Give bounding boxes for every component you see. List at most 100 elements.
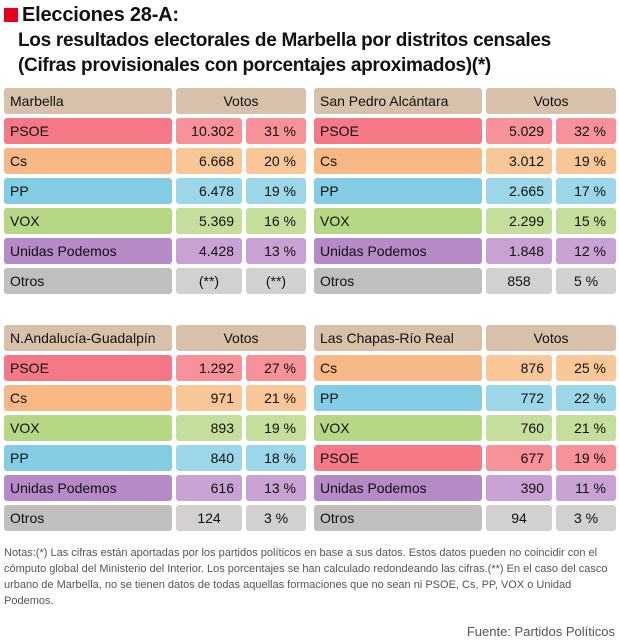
table-row: PP 2.665 17 % <box>314 178 616 204</box>
votes-value: 1.848 <box>486 238 552 264</box>
votes-value: 390 <box>486 475 552 501</box>
header: Elecciones 28-A: Los resultados electora… <box>4 2 616 78</box>
table-row: Cs 3.012 19 % <box>314 148 616 174</box>
votes-value: 94 <box>486 505 552 531</box>
votes-value: 2.299 <box>486 208 552 234</box>
votes-value: 772 <box>486 385 552 411</box>
table-row: Unidas Podemos 4.428 13 % <box>4 238 306 264</box>
table-row: PP 6.478 19 % <box>4 178 306 204</box>
party-name: Unidas Podemos <box>314 475 482 501</box>
party-name: Otros <box>4 268 172 294</box>
percentage-value: 19 % <box>556 148 616 174</box>
votes-value: 840 <box>176 445 242 471</box>
votes-value: 6.668 <box>176 148 242 174</box>
percentage-value: 18 % <box>246 445 306 471</box>
party-name: PP <box>4 445 172 471</box>
percentage-value: 22 % <box>556 385 616 411</box>
table-row: VOX 5.369 16 % <box>4 208 306 234</box>
table-row: Unidas Podemos 390 11 % <box>314 475 616 501</box>
votes-column-header: Votos <box>176 88 306 114</box>
percentage-value: 11 % <box>556 475 616 501</box>
percentage-value: 32 % <box>556 118 616 144</box>
table-row: VOX 760 21 % <box>314 415 616 441</box>
table-row: Unidas Podemos 616 13 % <box>4 475 306 501</box>
percentage-value: 3 % <box>556 505 616 531</box>
table-row: VOX 893 19 % <box>4 415 306 441</box>
subtitle-line-1: Los resultados electorales de Marbella p… <box>18 30 551 51</box>
table-row: PSOE 1.292 27 % <box>4 355 306 381</box>
table-row: Cs 6.668 20 % <box>4 148 306 174</box>
table-row: PP 772 22 % <box>314 385 616 411</box>
district-table: Las Chapas-Río Real Votos Cs 876 25 % PP 772 22… <box>314 325 616 535</box>
party-name: Otros <box>4 505 172 531</box>
table-row: Otros 124 3 % <box>4 505 306 531</box>
table-row: Cs 876 25 % <box>314 355 616 381</box>
party-name: PP <box>314 385 482 411</box>
votes-value: 876 <box>486 355 552 381</box>
table-row: Otros 858 5 % <box>314 268 616 294</box>
votes-value: 5.029 <box>486 118 552 144</box>
district-name: Las Chapas-Río Real <box>314 325 482 351</box>
table-row: PSOE 677 19 % <box>314 445 616 471</box>
percentage-value: 13 % <box>246 475 306 501</box>
votes-value: 6.478 <box>176 178 242 204</box>
votes-value: 124 <box>176 505 242 531</box>
votes-column-header: Votos <box>486 88 616 114</box>
votes-value: 3.012 <box>486 148 552 174</box>
percentage-value: (**) <box>246 268 306 294</box>
page-title: Elecciones 28-A: <box>22 4 179 26</box>
footnotes: Notas:(*) Las cifras están aportadas por… <box>4 547 608 607</box>
percentage-value: 3 % <box>246 505 306 531</box>
subtitle-line-2: (Cifras provisionales con porcentajes ap… <box>18 55 491 76</box>
party-name: Unidas Podemos <box>4 238 172 264</box>
percentage-value: 19 % <box>246 415 306 441</box>
votes-value: 858 <box>486 268 552 294</box>
percentage-value: 27 % <box>246 355 306 381</box>
results-tables: Marbella Votos PSOE 10.302 31 % Cs 6.668 20 % PP… <box>4 88 616 538</box>
title-line: Elecciones 28-A: <box>4 2 616 28</box>
votes-value: 677 <box>486 445 552 471</box>
red-square-icon <box>4 8 18 22</box>
percentage-value: 19 % <box>246 178 306 204</box>
district-name: San Pedro Alcántara <box>314 88 482 114</box>
district-name: N.Andalucía-Guadalpín <box>4 325 172 351</box>
votes-value: 893 <box>176 415 242 441</box>
table-row: Unidas Podemos 1.848 12 % <box>314 238 616 264</box>
percentage-value: 31 % <box>246 118 306 144</box>
district-table: San Pedro Alcántara Votos PSOE 5.029 32 % Cs 3… <box>314 88 616 298</box>
party-name: PSOE <box>314 118 482 144</box>
party-name: PSOE <box>4 118 172 144</box>
party-name: PSOE <box>4 355 172 381</box>
party-name: PP <box>4 178 172 204</box>
source-credit: Fuente: Partidos Políticos <box>466 624 615 639</box>
table-header-row: San Pedro Alcántara Votos <box>314 88 616 114</box>
percentage-value: 16 % <box>246 208 306 234</box>
table-row: Otros (**) (**) <box>4 268 306 294</box>
district-table: N.Andalucía-Guadalpín Votos PSOE 1.292 27 % C… <box>4 325 306 535</box>
percentage-value: 5 % <box>556 268 616 294</box>
votes-value: 760 <box>486 415 552 441</box>
table-row: Otros 94 3 % <box>314 505 616 531</box>
votes-value: 5.369 <box>176 208 242 234</box>
percentage-value: 21 % <box>246 385 306 411</box>
party-name: Cs <box>4 148 172 174</box>
percentage-value: 21 % <box>556 415 616 441</box>
party-name: VOX <box>4 415 172 441</box>
table-row: VOX 2.299 15 % <box>314 208 616 234</box>
votes-column-header: Votos <box>176 325 306 351</box>
party-name: Unidas Podemos <box>4 475 172 501</box>
votes-column-header: Votos <box>486 325 616 351</box>
party-name: PP <box>314 178 482 204</box>
percentage-value: 25 % <box>556 355 616 381</box>
percentage-value: 20 % <box>246 148 306 174</box>
party-name: Cs <box>314 355 482 381</box>
table-row: PP 840 18 % <box>4 445 306 471</box>
party-name: VOX <box>4 208 172 234</box>
percentage-value: 15 % <box>556 208 616 234</box>
votes-value: (**) <box>176 268 242 294</box>
district-name: Marbella <box>4 88 172 114</box>
votes-value: 10.302 <box>176 118 242 144</box>
party-name: Unidas Podemos <box>314 238 482 264</box>
party-name: VOX <box>314 415 482 441</box>
table-header-row: N.Andalucía-Guadalpín Votos <box>4 325 306 351</box>
